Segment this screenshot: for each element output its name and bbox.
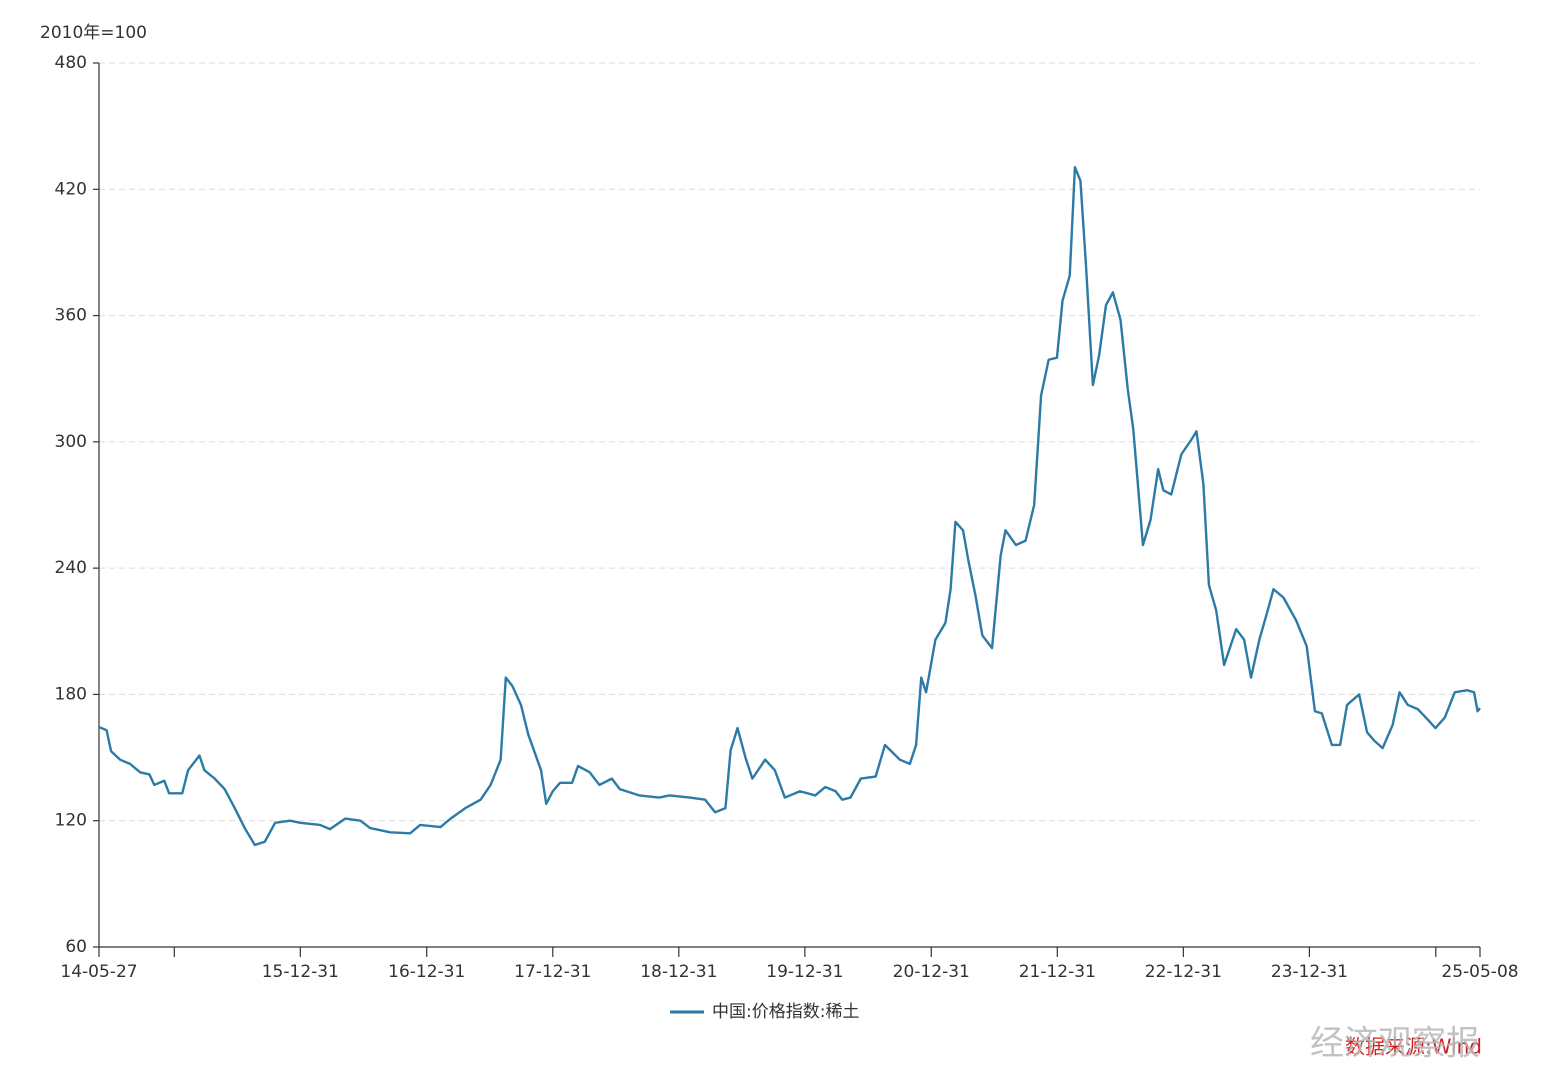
y-tick-label: 480 bbox=[55, 53, 87, 73]
source-note: 数据来源:Wind bbox=[1345, 1035, 1482, 1059]
y-tick-label: 60 bbox=[65, 937, 87, 957]
y-tick-label: 240 bbox=[55, 558, 87, 578]
x-tick-label: 22-12-31 bbox=[1145, 962, 1222, 982]
x-tick-label: 17-12-31 bbox=[514, 962, 591, 982]
x-tick-label: 25-05-08 bbox=[1441, 962, 1518, 982]
x-tick-label: 20-12-31 bbox=[893, 962, 970, 982]
x-tick-label: 15-12-31 bbox=[262, 962, 339, 982]
x-tick-label: 19-12-31 bbox=[766, 962, 843, 982]
data-line bbox=[98, 165, 1481, 847]
legend-label: 中国:价格指数:稀土 bbox=[712, 1002, 859, 1022]
y-tick-label: 180 bbox=[55, 684, 87, 704]
x-tick-label: 14-05-27 bbox=[60, 962, 137, 982]
y-tick-label: 360 bbox=[55, 306, 87, 326]
watermark: 经济观察报 bbox=[1310, 1024, 1480, 1064]
x-tick-label: 18-12-31 bbox=[640, 962, 717, 982]
y-tick-label: 120 bbox=[55, 811, 87, 831]
y-tick-label: 300 bbox=[55, 432, 87, 452]
y-axis-label: 2010年=100 bbox=[40, 23, 147, 43]
y-tick-label: 420 bbox=[55, 179, 87, 199]
x-tick-label: 21-12-31 bbox=[1019, 962, 1096, 982]
x-tick-label: 16-12-31 bbox=[388, 962, 465, 982]
x-tick-label: 23-12-31 bbox=[1271, 962, 1348, 982]
